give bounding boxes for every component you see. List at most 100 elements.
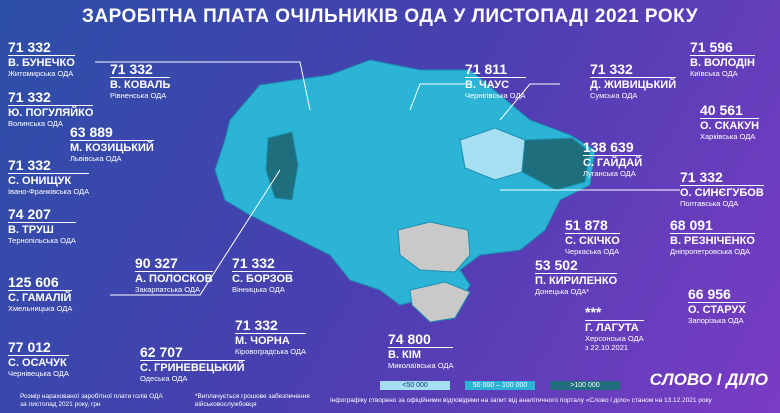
official-name: Ю. ПОГУЛЯЙКО [8, 107, 94, 119]
salary-value: 71 332 [110, 62, 171, 78]
region-name: Житомирська ОДА [8, 69, 74, 78]
official-entry: 51 878 С. СКІЧКО Черкаська ОДА [565, 218, 620, 256]
official-name: О. СКАКУН [700, 120, 760, 132]
salary-value: 71 811 [465, 62, 526, 78]
region-name: Івано-Франківська ОДА [8, 187, 90, 196]
region-note: з 22.10.2021 [585, 343, 629, 352]
official-entry: 63 889 М. КОЗИЦЬКИЙ Львівська ОДА [70, 125, 154, 163]
region-name: Миколаївська ОДА [388, 361, 454, 370]
leader-line [499, 83, 560, 121]
salary-value: 71 332 [8, 40, 75, 56]
salary-value: 71 332 [232, 256, 293, 272]
official-entry: 71 332 В. КОВАЛЬ Рівненська ОДА [110, 62, 171, 100]
official-name: С. ГАМАЛІЙ [8, 292, 72, 304]
official-name: С. БОРЗОВ [232, 273, 293, 285]
official-entry: 138 639 С. ГАЙДАЙ Луганська ОДА [583, 140, 643, 178]
salary-value: 68 091 [670, 218, 755, 234]
leader-line [409, 83, 465, 111]
official-entry: 125 606 С. ГАМАЛІЙ Хмельницька ОДА [8, 275, 73, 313]
salary-value: 125 606 [8, 275, 73, 291]
official-name: В. КОВАЛЬ [110, 79, 171, 91]
official-entry: 68 091 В. РЕЗНІЧЕНКО Дніпропетровська ОДА [670, 218, 755, 256]
region-name: Волинська ОДА [8, 119, 63, 128]
official-entry: 71 811 В. ЧАУС Чернігівська ОДА [465, 62, 526, 100]
salary-value: 66 956 [688, 287, 746, 303]
official-name: Д. ЖИВИЦЬКИЙ [590, 79, 677, 91]
salary-value: 62 707 [140, 345, 245, 361]
official-entry: 40 561 О. СКАКУН Харківська ОДА [700, 103, 760, 141]
salary-value: 51 878 [565, 218, 620, 234]
official-name: С. ГРИНЕВЕЦЬКИЙ [140, 362, 245, 374]
official-entry: 66 956 О. СТАРУХ Запорізька ОДА [688, 287, 746, 325]
salary-value: 77 012 [8, 340, 69, 356]
official-name: О. СТАРУХ [688, 304, 746, 316]
salary-value: 71 332 [680, 170, 764, 186]
salary-value: 71 596 [690, 40, 755, 56]
official-name: С. ОНИЩУК [8, 175, 72, 187]
salary-value: 90 327 [135, 256, 213, 272]
official-entry: 74 207 В. ТРУШ Тернопільська ОДА [8, 207, 76, 245]
region-name: Чернігівська ОДА [465, 91, 526, 100]
region-name: Луганська ОДА [583, 169, 636, 178]
leader-line [110, 169, 281, 296]
official-name: С. СКІЧКО [565, 235, 620, 247]
official-entry: 77 012 С. ОСАЧУК Чернівецька ОДА [8, 340, 69, 378]
region-name: Рівненська ОДА [110, 91, 167, 100]
source: Інфографіку створено за офіційними відпо… [330, 397, 712, 404]
salary-value: 138 639 [583, 140, 643, 156]
logo: СЛОВО І ДІЛО [649, 370, 768, 389]
region-name: Хмельницька ОДА [8, 304, 73, 313]
official-entry: 71 332 О. СИНЄГУБОВ Полтавська ОДА [680, 170, 764, 208]
leader-lines [95, 61, 680, 296]
salary-value: 74 800 [388, 332, 454, 348]
legend-item: 50 000 – 100 000 [465, 381, 535, 390]
salary-value: 71 332 [235, 318, 307, 334]
region-name: Тернопільська ОДА [8, 236, 76, 245]
official-entry: 71 332 С. ОНИЩУК Івано-Франківська ОДА [8, 158, 90, 196]
official-name: О. СИНЄГУБОВ [680, 187, 764, 199]
region-name: Дніпропетровська ОДА [670, 247, 751, 256]
region-name: Сумська ОДА [590, 91, 638, 100]
official-entry: 90 327 А. ПОЛОСКОВ Закарпатська ОДА [135, 256, 213, 294]
official-name: В. БУНЕЧКО [8, 57, 75, 69]
official-name: В. КІМ [388, 349, 421, 361]
salary-value: 74 207 [8, 207, 76, 223]
region-high [265, 131, 299, 201]
region-name: Кіровоградська ОДА [235, 347, 307, 356]
official-name: С. ГАЙДАЙ [583, 157, 643, 169]
region-name: Чернівецька ОДА [8, 369, 69, 378]
official-entry: 62 707 С. ГРИНЕВЕЦЬКИЙ Одеська ОДА [140, 345, 245, 383]
region-name: Запорізька ОДА [688, 316, 744, 325]
official-entry: 71 596 В. ВОЛОДІН Київська ОДА [690, 40, 755, 78]
official-name: М. КОЗИЦЬКИЙ [70, 142, 154, 154]
salary-value: 71 332 [8, 90, 94, 106]
official-entry: 71 332 Д. ЖИВИЦЬКИЙ Сумська ОДА [590, 62, 677, 100]
salary-value: 71 332 [590, 62, 677, 78]
salary-value: 63 889 [70, 125, 154, 141]
region-name: Вінницька ОДА [232, 285, 285, 294]
official-name: В. ТРУШ [8, 224, 54, 236]
official-name: С. ОСАЧУК [8, 357, 67, 369]
caption: Розмір нарахованої заробітної плати голі… [20, 393, 163, 408]
legend-item: <50 000 [380, 381, 450, 390]
official-name: А. ПОЛОСКОВ [135, 273, 213, 285]
region-name: Херсонська ОДА [585, 334, 644, 343]
official-name: П. КИРИЛЕНКО [535, 275, 618, 287]
official-entry: 71 332 Ю. ПОГУЛЯЙКО Волинська ОДА [8, 90, 94, 128]
region-name: Одеська ОДА [140, 374, 188, 383]
region-name: Харківська ОДА [700, 132, 756, 141]
official-name: В. ВОЛОДІН [690, 57, 755, 69]
salary-value: *** [585, 305, 644, 321]
legend-item: >100 000 [550, 381, 620, 390]
official-name: М. ЧОРНА [235, 335, 290, 347]
region-name: Львівська ОДА [70, 154, 122, 163]
official-entry: 71 332 С. БОРЗОВ Вінницька ОДА [232, 256, 293, 294]
leader-line [95, 61, 311, 111]
region-name: Черкаська ОДА [565, 247, 620, 256]
region-high [521, 137, 591, 191]
official-name: В. ЧАУС [465, 79, 510, 91]
official-entry: 71 332 В. БУНЕЧКО Житомирська ОДА [8, 40, 75, 78]
region-name: Донецька ОДА* [535, 287, 590, 296]
footnote: *Виплачується грошове забезпечення війсь… [195, 393, 310, 408]
region-name: Полтавська ОДА [680, 199, 739, 208]
